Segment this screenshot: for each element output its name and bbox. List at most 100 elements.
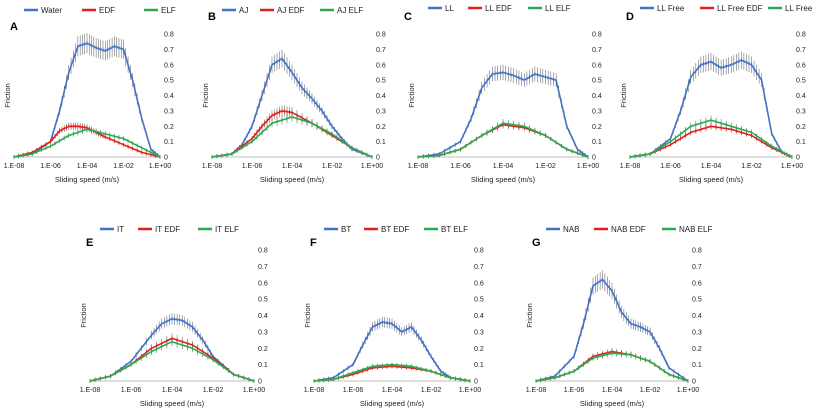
x-tick-label: 1.E-02 [203, 387, 224, 394]
y-tick-label: 0.6 [164, 62, 174, 69]
y-axis-label: Friction [201, 83, 210, 108]
x-tick-label: 1.E-06 [40, 163, 61, 170]
legend-entry: ELF [161, 6, 176, 15]
series-line [211, 116, 373, 158]
legend-entry: LL [445, 4, 454, 13]
y-axis-label: Friction [619, 83, 628, 108]
series-line [417, 122, 589, 158]
x-tick-label: 1.E-06 [343, 387, 364, 394]
panel-e: E IT IT EDF IT ELF 0.8 0.7 0.6 0.5 0.4 0.3 0.2 0.1 0… [79, 225, 268, 408]
y-tick-label: 0.7 [258, 264, 268, 271]
y-tick-label: 0.5 [692, 297, 702, 304]
x-axis-label: Sliding speed (m/s) [260, 175, 325, 184]
panel-letter: C [404, 11, 412, 23]
y-tick-label: 0.1 [474, 362, 484, 369]
x-tick-label: 1.E+00 [577, 163, 599, 170]
x-tick-label: 1.E-04 [77, 163, 98, 170]
x-tick-label: 1.E-06 [242, 163, 263, 170]
y-tick-label: 0.5 [258, 297, 268, 304]
panel-letter: D [626, 11, 634, 23]
y-tick-label: 0.7 [474, 264, 484, 271]
y-tick-label: 0.4 [164, 93, 174, 100]
legend-entry: NAB EDF [611, 225, 646, 234]
y-axis-label: Friction [303, 303, 312, 328]
x-tick-label: 1.E-02 [741, 163, 762, 170]
x-axis-label: Sliding speed (m/s) [140, 399, 205, 408]
y-axis-label: Friction [79, 303, 88, 328]
series-elf [13, 126, 161, 159]
series-line [313, 363, 471, 382]
series-ll-free-edf [629, 122, 793, 159]
x-tick-label: 1.E-04 [382, 387, 403, 394]
y-tick-label: 0.3 [592, 108, 602, 115]
legend-entry: NAB ELF [679, 225, 712, 234]
x-tick-label: 1.E+00 [677, 387, 699, 394]
x-tick-label: 1.E-08 [304, 387, 325, 394]
legend-entry: NAB [563, 225, 579, 234]
x-tick-label: 1.E-02 [113, 163, 134, 170]
series-water [13, 32, 161, 159]
x-tick-label: 1.E-04 [701, 163, 722, 170]
y-tick-label: 0.4 [376, 93, 386, 100]
y-tick-label: 0.8 [258, 248, 268, 255]
x-axis-label: Sliding speed (m/s) [55, 175, 120, 184]
y-tick-label: 0.3 [692, 329, 702, 336]
y-tick-label: 0.3 [258, 329, 268, 336]
legend-entry: BT EDF [381, 225, 409, 234]
y-tick-label: 0 [376, 155, 380, 162]
series-line [211, 110, 373, 158]
panel-letter: G [532, 237, 541, 249]
series-bt [313, 316, 471, 383]
legend-entry: Water [41, 6, 62, 15]
y-tick-label: 0.3 [376, 108, 386, 115]
y-tick-label: 0.8 [376, 32, 386, 39]
x-axis-label: Sliding speed (m/s) [679, 175, 744, 184]
x-tick-label: 1.E-02 [322, 163, 343, 170]
y-tick-label: 0.7 [376, 47, 386, 54]
y-tick-label: 0.6 [258, 280, 268, 287]
legend-entry: IT [117, 225, 124, 234]
y-tick-label: 0.7 [164, 47, 174, 54]
panel-b: B AJ AJ EDF AJ ELF 0.8 0.7 0.6 0.5 0.4 0.3 0.2 0.1 0… [201, 6, 386, 184]
panel-d: D LL Free LL Free EDF LL Free ELF 0.8 0.7 0.6 0… [619, 4, 813, 184]
y-tick-label: 0.8 [692, 248, 702, 255]
x-tick-label: 1.E+00 [459, 387, 481, 394]
y-tick-label: 0 [474, 379, 478, 386]
y-tick-label: 0.2 [592, 124, 602, 131]
legend-entry: IT ELF [215, 225, 239, 234]
x-tick-label: 1.E-06 [450, 163, 471, 170]
series-line [13, 125, 161, 158]
y-tick-label: 0.2 [692, 346, 702, 353]
legend-entry: LL ELF [545, 4, 571, 13]
y-tick-label: 0.1 [796, 139, 806, 146]
legend-entry: AJ ELF [337, 6, 363, 15]
x-axis-label: Sliding speed (m/s) [580, 399, 645, 408]
x-axis-label: Sliding speed (m/s) [360, 399, 425, 408]
panel-letter: B [208, 11, 216, 23]
panel-c: C LL LL EDF LL ELF 0.8 0.7 0.6 0.5 0.4 0.3 0.2 0.1 0… [404, 4, 602, 184]
panel-letter: A [10, 21, 18, 33]
x-tick-label: 1.E-02 [421, 387, 442, 394]
series-bt-edf [313, 364, 471, 383]
legend-entry: BT [341, 225, 351, 234]
y-tick-label: 0.6 [474, 280, 484, 287]
x-tick-label: 1.E-04 [602, 387, 623, 394]
series-line [313, 321, 471, 382]
series-line [417, 71, 589, 158]
y-tick-label: 0 [692, 379, 696, 386]
y-tick-label: 0.4 [592, 93, 602, 100]
x-tick-label: 1.E-04 [493, 163, 514, 170]
panel-g: G NAB NAB EDF NAB ELF 0.8 0.7 0.6 0.5 0.4 0.3 0.2 0… [525, 225, 712, 408]
x-tick-label: 1.E-02 [535, 163, 556, 170]
series-line [13, 42, 161, 158]
legend-entry: LL EDF [485, 4, 512, 13]
y-axis-label: Friction [407, 83, 416, 108]
series-it-elf [89, 336, 255, 383]
legend-entry: BT ELF [441, 225, 468, 234]
x-tick-label: 1.E-02 [640, 387, 661, 394]
legend-entry: AJ [239, 6, 248, 15]
x-tick-label: 1.E+00 [361, 163, 383, 170]
y-tick-label: 0.2 [474, 346, 484, 353]
